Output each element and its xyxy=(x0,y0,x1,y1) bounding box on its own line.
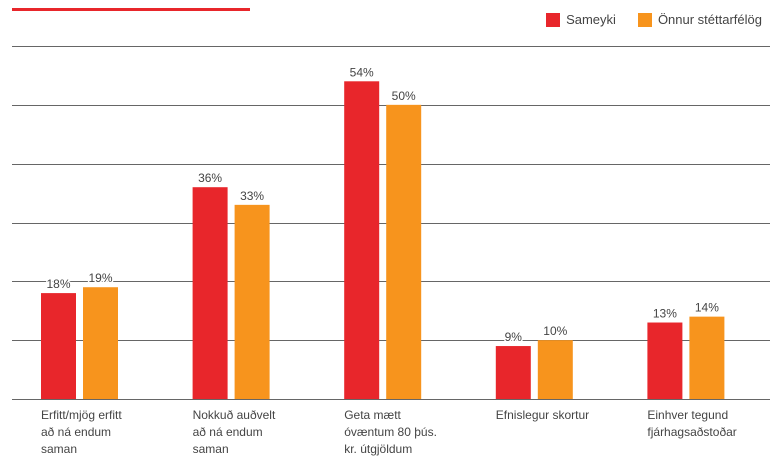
legend-item-onnur: Önnur stéttarfélög xyxy=(637,12,762,27)
bar-label-1-4: 14% xyxy=(695,301,719,315)
category-label-line: Efnislegur skortur xyxy=(496,408,589,422)
legend-label-sameyki: Sameyki xyxy=(566,12,616,27)
legend-swatch-sameyki xyxy=(546,12,561,27)
bar-label-0-4: 13% xyxy=(653,307,677,321)
category-label-line: saman xyxy=(193,442,229,456)
category-label-line: Nokkuð auðvelt xyxy=(193,408,276,422)
category-label-1: Nokkuð auðvelt að ná endum saman xyxy=(193,408,276,456)
category-label-3: Efnislegur skortur xyxy=(496,408,589,422)
bar-label-0-0: 18% xyxy=(46,277,70,291)
bar-1-1 xyxy=(234,204,270,399)
bar-1-3 xyxy=(537,340,573,399)
title-underline xyxy=(12,8,250,11)
bar-label-0-2: 54% xyxy=(350,65,374,79)
bar-label-0-1: 36% xyxy=(198,171,222,185)
bar-label-1-3: 10% xyxy=(543,324,567,338)
bar-0-1 xyxy=(192,187,228,399)
bar-1-4 xyxy=(689,316,725,399)
category-label-line: saman xyxy=(41,442,77,456)
category-label-0: Erfitt/mjög erfitt að ná endum saman xyxy=(41,408,122,456)
category-label-line: óvæntum 80 þús. xyxy=(344,425,437,439)
category-label-line: að ná endum xyxy=(193,425,263,439)
bar-0-2 xyxy=(344,81,380,400)
bar-label-1-2: 50% xyxy=(392,89,416,103)
category-label-line: Erfitt/mjög erfitt xyxy=(41,408,122,422)
legend: Sameyki Önnur stéttarfélög xyxy=(524,12,762,27)
bar-0-0 xyxy=(41,293,76,399)
category-label-2: Geta mætt óvæntum 80 þús. kr. útgjöldum xyxy=(344,408,437,456)
category-label-line: að ná endum xyxy=(41,425,111,439)
legend-item-sameyki: Sameyki xyxy=(546,12,616,27)
bar-label-0-3: 9% xyxy=(505,330,523,344)
bar-1-0 xyxy=(83,287,118,399)
legend-label-onnur: Önnur stéttarfélög xyxy=(657,12,762,27)
category-label-line: Geta mætt xyxy=(344,408,401,422)
bar-label-1-0: 19% xyxy=(88,271,112,285)
bar-1-2 xyxy=(386,104,422,399)
category-label-line: fjárhagsaðstoðar xyxy=(647,425,736,439)
category-label-4: Einhver tegund fjárhagsaðstoðar xyxy=(647,408,736,439)
bar-0-3 xyxy=(495,346,531,399)
bar-label-1-1: 33% xyxy=(240,189,264,203)
category-label-line: kr. útgjöldum xyxy=(344,442,412,456)
bar-0-4 xyxy=(647,322,683,399)
category-label-line: Einhver tegund xyxy=(647,408,728,422)
legend-swatch-onnur xyxy=(637,12,652,27)
